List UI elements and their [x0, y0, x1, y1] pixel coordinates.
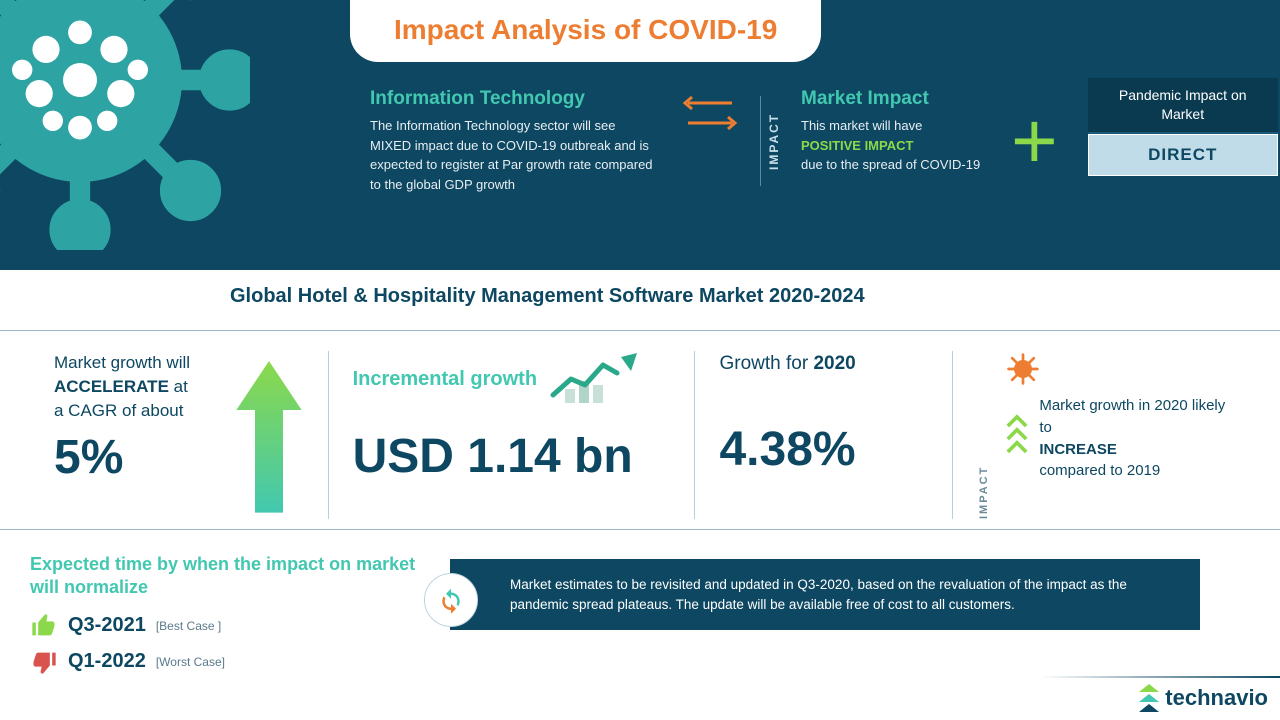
market-heading: Market Impact — [801, 88, 981, 110]
plus-icon: + — [1011, 117, 1058, 165]
analysis-columns: Information Technology The Information T… — [260, 0, 1280, 194]
cagr-label: Market growth will ACCELERATE at a CAGR … — [54, 351, 224, 422]
note-text: Market estimates to be revisited and upd… — [510, 577, 1127, 612]
logo-triangles-icon — [1139, 684, 1159, 712]
update-note: Market estimates to be revisited and upd… — [450, 559, 1200, 630]
metric-cagr: Market growth will ACCELERATE at a CAGR … — [30, 351, 328, 519]
pandemic-box-value: DIRECT — [1088, 134, 1278, 176]
virus-decoration — [0, 0, 250, 250]
worst-case-tag: [Worst Case] — [156, 655, 225, 669]
incremental-heading: Incremental growth — [353, 367, 537, 391]
chevrons-up-icon — [1005, 411, 1029, 467]
positive-impact-text: POSITIVE IMPACT — [801, 138, 913, 153]
worst-case-value: Q1-2022 — [68, 650, 146, 673]
logo-divider — [1040, 676, 1280, 678]
normalize-block: Expected time by when the impact on mark… — [30, 553, 420, 684]
growth-value: 4.38% — [719, 422, 928, 477]
top-band: Impact Analysis of COVID-19 Information … — [0, 0, 1280, 270]
best-case-value: Q3-2021 — [68, 614, 146, 637]
market-body: This market will have POSITIVE IMPACT du… — [801, 116, 981, 175]
market-title: Global Hotel & Hospitality Management So… — [230, 285, 865, 308]
it-heading: Information Technology — [370, 88, 660, 110]
metric-growth-2020: Growth for 2020 4.38% — [694, 351, 952, 519]
normalize-heading: Expected time by when the impact on mark… — [30, 553, 420, 600]
refresh-icon — [424, 573, 478, 627]
metric-incremental: Incremental growth USD 1.14 bn — [328, 351, 695, 519]
pandemic-impact-box: Pandemic Impact on Market DIRECT — [1088, 78, 1278, 176]
logo-text: technavio — [1165, 685, 1268, 711]
virus-small-icon — [1005, 351, 1041, 387]
incremental-value: USD 1.14 bn — [353, 429, 671, 484]
thumbs-up-icon — [30, 612, 58, 640]
worst-case-row: Q1-2022 [Worst Case] — [30, 648, 420, 676]
bottom-row: Expected time by when the impact on mark… — [0, 535, 1280, 684]
metric-impact-2020: IMPACT Market growth in 2020 likely to I… — [952, 351, 1250, 519]
impact-vertical-small: IMPACT — [977, 351, 993, 519]
it-column: Information Technology The Information T… — [370, 88, 660, 194]
growth-chart-icon — [549, 351, 639, 407]
metrics-row: Market growth will ACCELERATE at a CAGR … — [0, 330, 1280, 530]
pandemic-box-heading: Pandemic Impact on Market — [1088, 78, 1278, 134]
it-body: The Information Technology sector will s… — [370, 116, 660, 194]
exchange-arrows-icon — [680, 88, 740, 194]
best-case-tag: [Best Case ] — [156, 619, 221, 633]
up-arrow-icon — [234, 361, 304, 513]
market-column: Market Impact This market will have POSI… — [801, 88, 981, 194]
cagr-value: 5% — [54, 430, 224, 485]
impact-2020-text: Market growth in 2020 likely to INCREASE… — [1039, 395, 1226, 482]
impact-vertical-label: IMPACT — [760, 96, 781, 186]
best-case-row: Q3-2021 [Best Case ] — [30, 612, 420, 640]
brand-logo: technavio — [1139, 684, 1268, 712]
thumbs-down-icon — [30, 648, 58, 676]
growth-label: Growth for 2020 — [719, 351, 928, 378]
